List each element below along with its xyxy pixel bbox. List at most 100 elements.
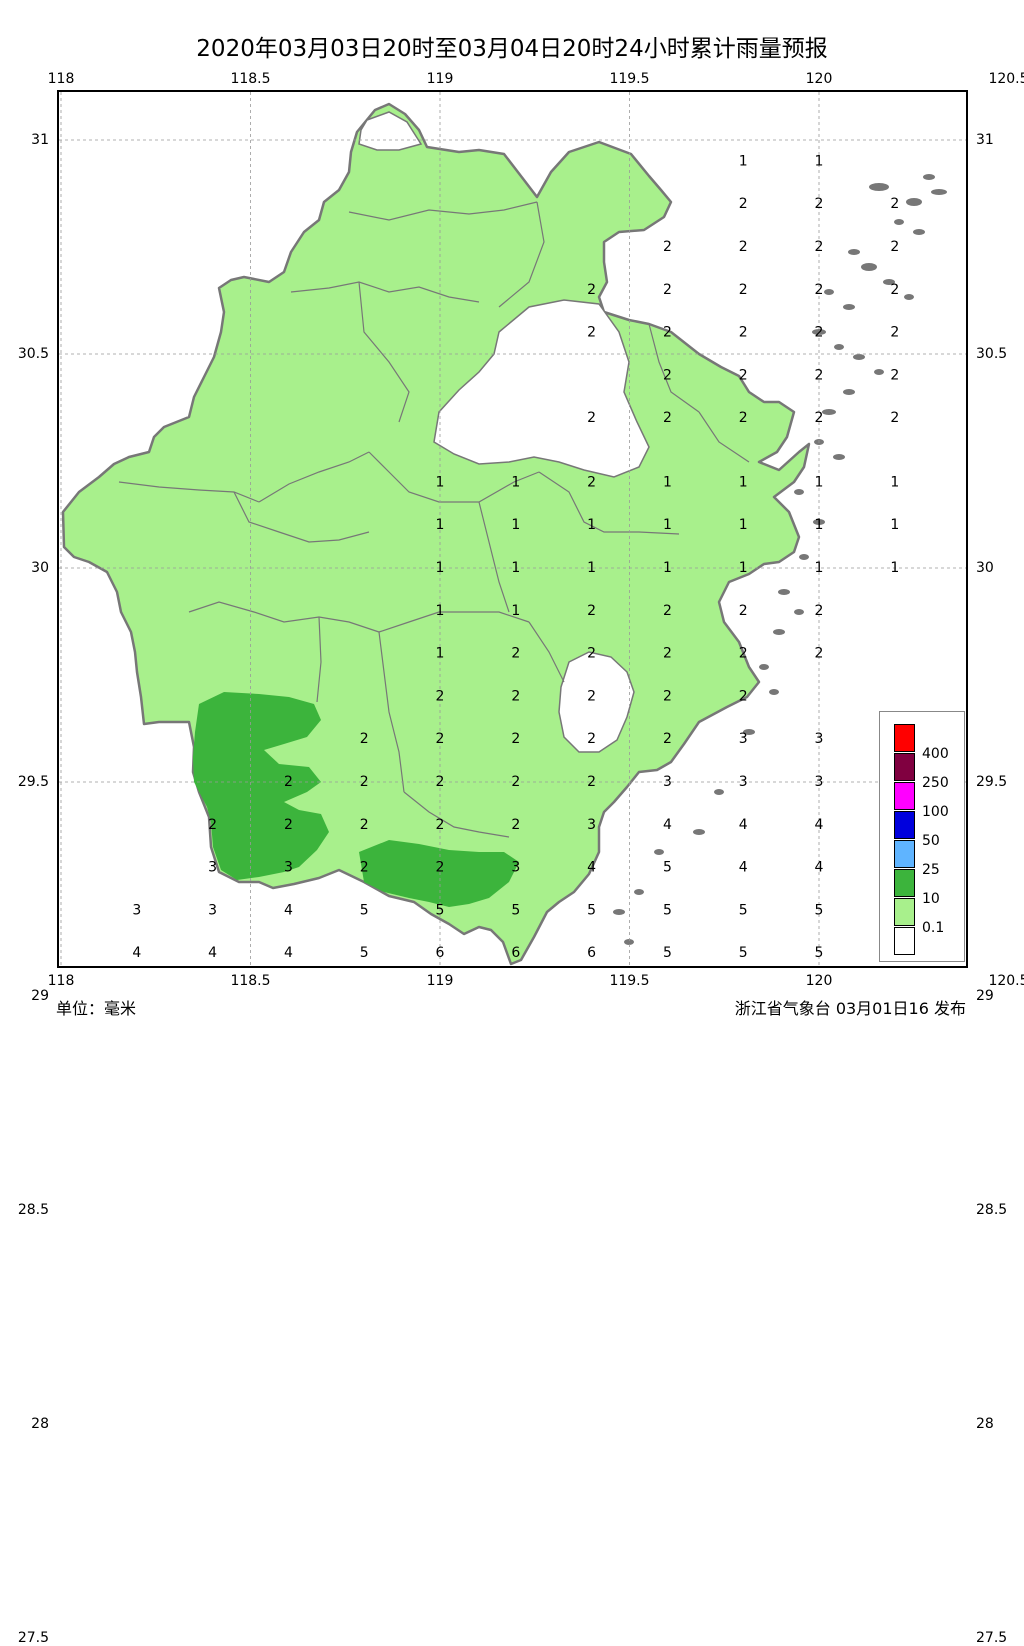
- rainfall-value: 1: [663, 560, 672, 576]
- rainfall-value: 4: [587, 860, 596, 876]
- rainfall-value: 2: [739, 239, 748, 255]
- rainfall-value: 2: [815, 646, 824, 662]
- rainfall-value: 2: [511, 646, 520, 662]
- rainfall-value: 4: [284, 902, 293, 918]
- island-shape: [904, 294, 914, 300]
- island-shape: [923, 174, 935, 180]
- rainfall-value: 4: [208, 945, 217, 961]
- legend-label: 25: [922, 862, 940, 878]
- rainfall-value: 5: [436, 902, 445, 918]
- legend-label: 10: [922, 891, 940, 907]
- rainfall-value: 2: [890, 367, 899, 383]
- rainfall-value: 3: [739, 774, 748, 790]
- rainfall-value: 1: [815, 560, 824, 576]
- latitude-tick-label: 28: [976, 1416, 994, 1432]
- rainfall-value: 2: [815, 239, 824, 255]
- rainfall-value: 3: [815, 731, 824, 747]
- county-boundary: [498, 201, 545, 308]
- rainfall-value: 6: [511, 945, 520, 961]
- rainfall-legend: 400 250 100 50 25 10 0.1: [879, 711, 965, 962]
- rainfall-value: 2: [739, 325, 748, 341]
- legend-swatch: [894, 840, 915, 868]
- rainfall-value: 2: [663, 603, 672, 619]
- longitude-tick-label: 119.5: [609, 71, 650, 87]
- rainfall-value: 2: [663, 367, 672, 383]
- island-shape: [654, 849, 664, 855]
- rainfall-map[interactable]: 1 1 1 2 2 2 1 1 2 2 2 2 2 2 2 2 2 2 2 2 2 2 2 2 2 2 2 2 2 2 2 2 2 2 2 2 2 1 2 2…: [59, 92, 966, 966]
- latitude-tick-label: 28.5: [17, 1202, 49, 1218]
- island-shape: [883, 279, 895, 285]
- rainfall-value: 1: [890, 474, 899, 490]
- island-shape: [693, 829, 705, 835]
- map-frame[interactable]: 1 1 1 2 2 2 1 1 2 2 2 2 2 2 2 2 2 2 2 2 2 2 2 2 2 2 2 2 2 2 2 2 2 2 2 2 2 1 2 2…: [57, 90, 968, 968]
- rainfall-value: 2: [739, 688, 748, 704]
- rain-10mm-region-southwest: [193, 692, 329, 880]
- legend-swatch: [894, 898, 915, 926]
- longitude-tick-label: 120: [805, 71, 833, 87]
- island-shape: [913, 229, 925, 235]
- rainfall-value: 5: [663, 945, 672, 961]
- rainfall-value: 1: [815, 153, 824, 169]
- rainfall-value: 4: [815, 817, 824, 833]
- legend-swatch: [894, 927, 915, 955]
- county-boundary: [478, 501, 510, 613]
- county-boundary: [348, 201, 538, 221]
- rainfall-value: 5: [511, 902, 520, 918]
- rainfall-value: 2: [739, 646, 748, 662]
- rainfall-value: 2: [587, 646, 596, 662]
- latitude-tick-label: 30.5: [976, 346, 1008, 362]
- rainfall-value: 2: [587, 731, 596, 747]
- latitude-tick-label: 31: [976, 132, 994, 148]
- rainfall-value: 2: [890, 239, 899, 255]
- legend-swatch: [894, 753, 915, 781]
- rainfall-value: 1: [890, 560, 899, 576]
- rainfall-value: 2: [360, 860, 369, 876]
- rainfall-value: 3: [511, 860, 520, 876]
- longitude-tick-label: 118: [47, 973, 75, 989]
- rainfall-value: 2: [284, 774, 293, 790]
- rainfall-value: 2: [360, 817, 369, 833]
- latitude-tick-label: 30: [31, 560, 49, 576]
- map-title: 2020年03月03日20时至03月04日20时24小时累计雨量预报: [196, 36, 828, 62]
- rainfall-value: 5: [815, 902, 824, 918]
- rainfall-value: 1: [739, 153, 748, 169]
- county-boundary: [378, 611, 530, 633]
- island-shape: [848, 249, 860, 255]
- rainfall-value: 1: [739, 517, 748, 533]
- rainfall-value: 2: [739, 196, 748, 212]
- rainfall-value: 2: [663, 325, 672, 341]
- rainfall-value: 2: [587, 410, 596, 426]
- rainfall-value: 1: [511, 560, 520, 576]
- rainfall-value: 5: [663, 860, 672, 876]
- rainfall-value: 2: [284, 817, 293, 833]
- rainfall-value: 1: [511, 474, 520, 490]
- island-shape: [834, 344, 844, 350]
- county-boundary: [648, 323, 700, 413]
- rainfall-value: 1: [890, 517, 899, 533]
- rainfall-value: 2: [663, 410, 672, 426]
- island-shape: [799, 554, 809, 560]
- longitude-tick-label: 119.5: [609, 973, 650, 989]
- rainfall-value: 2: [890, 410, 899, 426]
- rainfall-value: 2: [739, 282, 748, 298]
- legend-label: 50: [922, 833, 940, 849]
- county-boundary: [378, 631, 405, 793]
- rainfall-value: 4: [284, 945, 293, 961]
- legend-swatch: [894, 782, 915, 810]
- island-shape: [833, 454, 845, 460]
- county-boundary: [258, 451, 370, 503]
- rainfall-value: 2: [587, 774, 596, 790]
- unit-label: 单位：毫米: [56, 999, 137, 1018]
- rainfall-value: 6: [436, 945, 445, 961]
- publisher-label: 浙江省气象台 03月01日16 发布: [734, 999, 966, 1018]
- legend-label: 0.1: [922, 920, 945, 936]
- county-boundary: [316, 616, 322, 703]
- rainfall-value: 2: [890, 325, 899, 341]
- rainfall-value: 1: [436, 560, 445, 576]
- lat-lon-gridlines: [59, 92, 966, 966]
- rainfall-value: 1: [739, 560, 748, 576]
- rainfall-value: 2: [587, 282, 596, 298]
- no-rain-region-taizhou: [558, 651, 635, 753]
- island-shape: [634, 889, 644, 895]
- island-shape: [906, 198, 922, 206]
